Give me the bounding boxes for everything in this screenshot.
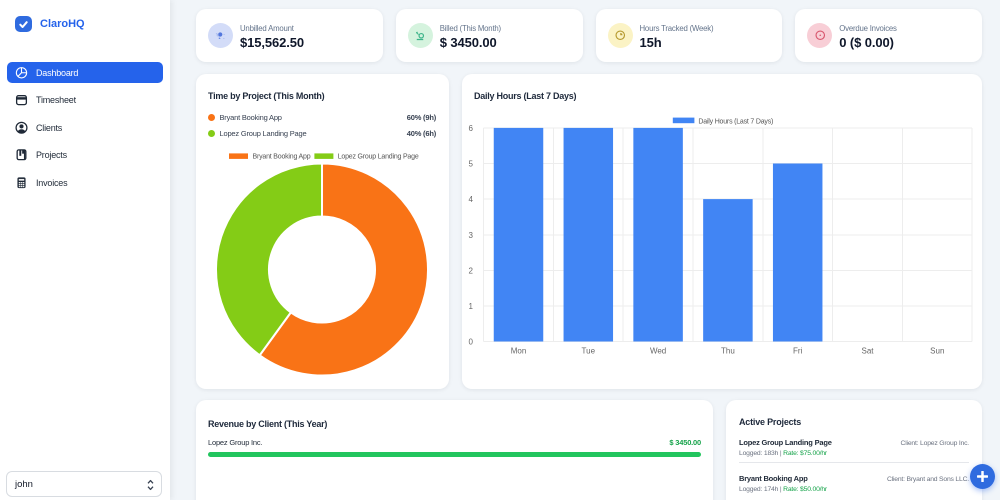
svg-text:0: 0 — [469, 338, 474, 347]
svg-text:Thu: Thu — [721, 347, 735, 356]
svg-text:6: 6 — [469, 124, 474, 133]
svg-text:Sat: Sat — [861, 347, 874, 356]
svg-text:Daily Hours (Last 7 Days): Daily Hours (Last 7 Days) — [698, 119, 773, 126]
svg-text:Sun: Sun — [930, 347, 944, 356]
svg-text:1: 1 — [469, 302, 474, 311]
svg-text:Bryant Booking App: Bryant Booking App — [253, 153, 311, 160]
svg-text:Mon: Mon — [511, 347, 527, 356]
svg-text:4: 4 — [469, 195, 474, 204]
svg-text:Wed: Wed — [650, 347, 666, 356]
svg-text:Lopez Group Landing Page: Lopez Group Landing Page — [338, 153, 419, 160]
svg-text:5: 5 — [469, 160, 474, 169]
svg-text:Tue: Tue — [582, 347, 596, 356]
svg-text:3: 3 — [469, 231, 474, 240]
svg-text:2: 2 — [469, 266, 474, 275]
svg-text:Fri: Fri — [793, 347, 803, 356]
